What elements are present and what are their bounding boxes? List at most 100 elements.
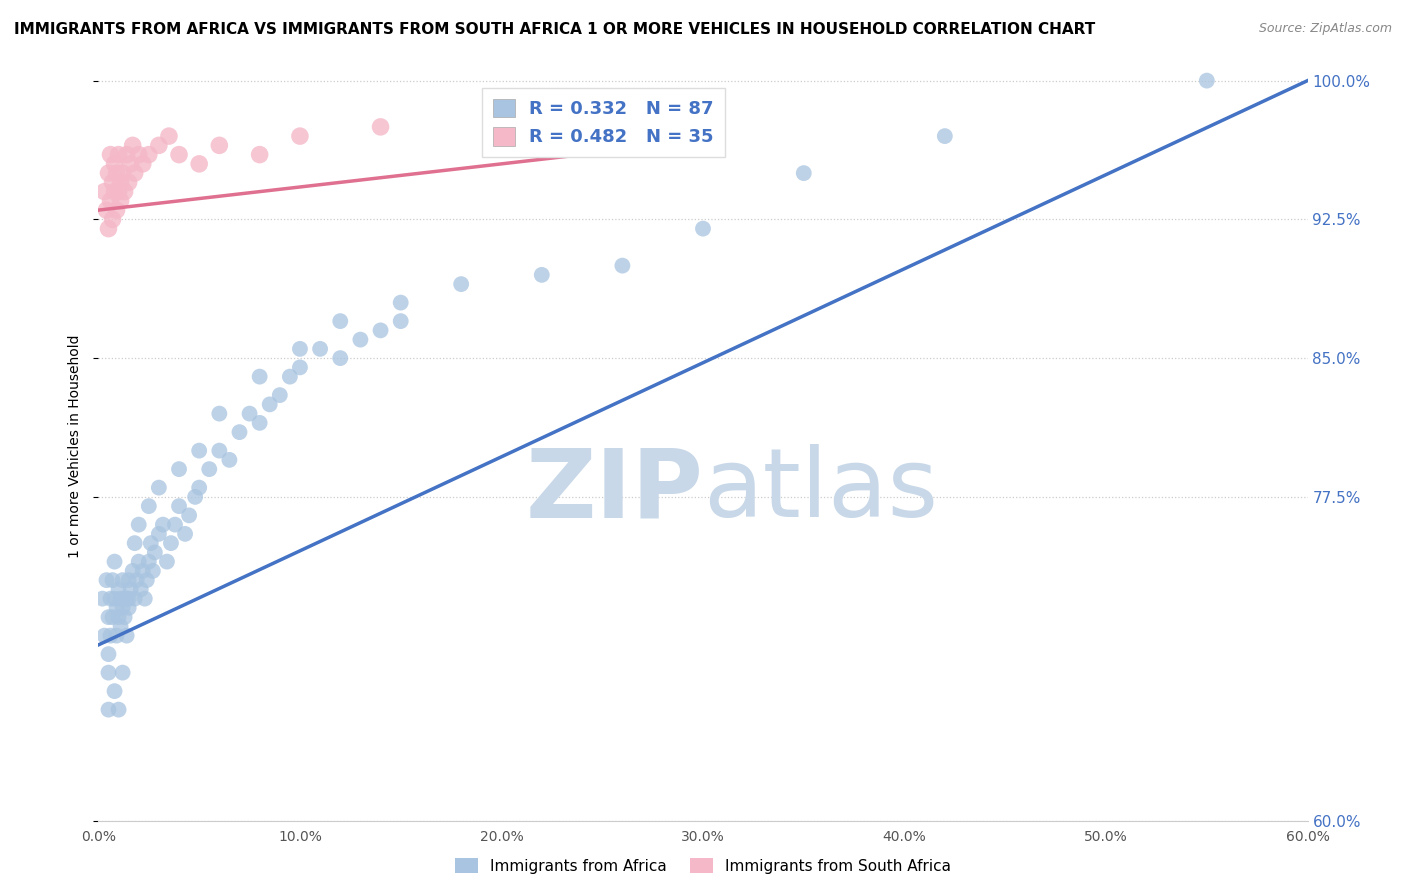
Point [370,120,392,134]
Point [103,185,125,199]
Point [612,259,634,273]
Point [110,175,132,189]
Point [97,703,120,717]
Point [135,573,157,587]
Point [269,388,291,402]
Point [93,629,115,643]
Point [97,665,120,680]
Point [105,600,128,615]
Point [188,481,211,495]
Point [208,443,231,458]
Point [249,416,271,430]
Point [793,166,815,180]
Point [91,591,114,606]
Point [111,600,134,615]
Point [120,157,142,171]
Point [111,573,134,587]
Point [107,703,129,717]
Point [491,92,513,106]
Point [389,314,412,328]
Point [132,564,155,578]
Point [138,555,160,569]
Point [128,555,150,569]
Point [96,573,118,587]
Point [349,333,371,347]
Point [107,147,129,161]
Point [218,453,240,467]
Point [111,166,134,180]
Point [114,610,136,624]
Point [124,591,146,606]
Point [101,573,124,587]
Point [389,295,412,310]
Point [934,129,956,144]
Point [121,138,143,153]
Point [100,591,122,606]
Point [114,591,136,606]
Point [101,610,124,624]
Point [129,582,152,597]
Point [288,129,311,144]
Point [138,147,160,161]
Point [115,147,138,161]
Point [157,129,180,144]
Point [118,591,141,606]
Point [530,268,553,282]
Point [110,619,132,633]
Point [105,629,128,643]
Point [142,564,165,578]
Point [184,490,207,504]
Point [156,555,179,569]
Point [134,591,156,606]
Point [179,508,201,523]
Y-axis label: 1 or more Vehicles in Household: 1 or more Vehicles in Household [69,334,83,558]
Point [329,314,352,328]
Point [118,600,141,615]
Point [114,185,136,199]
Point [118,175,141,189]
Point [167,462,190,476]
Point [128,147,150,161]
Point [110,591,132,606]
Point [101,175,124,189]
Point [97,647,120,661]
Point [208,407,231,421]
Point [115,591,138,606]
Point [118,573,141,587]
Point [107,610,129,624]
Point [124,536,146,550]
Text: IMMIGRANTS FROM AFRICA VS IMMIGRANTS FROM SOUTH AFRICA 1 OR MORE VEHICLES IN HOU: IMMIGRANTS FROM AFRICA VS IMMIGRANTS FRO… [14,22,1095,37]
Text: Source: ZipAtlas.com: Source: ZipAtlas.com [1258,22,1392,36]
Point [110,194,132,208]
Point [103,591,125,606]
Point [121,564,143,578]
Point [97,166,120,180]
Point [124,166,146,180]
Point [1195,73,1218,87]
Point [100,629,122,643]
Point [143,545,166,559]
Point [309,342,332,356]
Point [160,536,183,550]
Point [288,342,311,356]
Point [128,517,150,532]
Point [148,481,170,495]
Point [107,582,129,597]
Point [167,147,190,161]
Legend: R = 0.332   N = 87, R = 0.482   N = 35: R = 0.332 N = 87, R = 0.482 N = 35 [482,88,724,157]
Point [105,203,128,218]
Point [370,323,392,337]
Point [249,369,271,384]
Point [239,407,262,421]
Point [174,527,197,541]
Point [163,517,186,532]
Point [97,221,120,235]
Point [132,157,155,171]
Point [249,147,271,161]
Point [228,425,250,439]
Point [120,582,142,597]
Text: atlas: atlas [703,444,938,538]
Point [105,166,128,180]
Point [107,185,129,199]
Point [103,684,125,698]
